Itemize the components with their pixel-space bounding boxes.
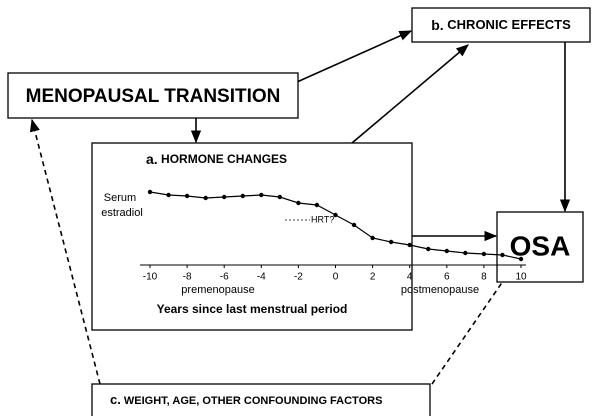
x-label: Years since last menstrual period [157, 302, 348, 316]
data-point [147, 189, 153, 195]
letter: a. [146, 151, 158, 167]
confounding-label: c. WEIGHT, AGE, OTHER CONFOUNDING FACTOR… [110, 392, 382, 407]
x-tick-label: 10 [515, 272, 527, 283]
x-tick-label: -10 [143, 272, 158, 283]
arrow [351, 44, 469, 144]
letter: c. [110, 392, 121, 407]
data-point [314, 202, 320, 208]
data-point [407, 242, 412, 248]
label: CHRONIC EFFECTS [447, 17, 571, 32]
y-label: estradiol [101, 207, 143, 219]
y-label: Serum [104, 192, 136, 204]
confounding-box [91, 383, 431, 416]
data-point [296, 200, 301, 206]
chronic-label: b. CHRONIC EFFECTS [431, 17, 571, 33]
chronic-box [411, 7, 591, 43]
hormone-box [91, 142, 413, 331]
data-point [351, 222, 357, 228]
label: WEIGHT, AGE, OTHER CONFOUNDING FACTORS [124, 395, 383, 407]
data-point [184, 193, 190, 199]
x-tick-label: -6 [220, 272, 229, 283]
data-point [166, 192, 171, 198]
data-point [481, 251, 487, 257]
data-point [333, 212, 338, 218]
x-tick-label: 8 [481, 272, 487, 283]
x-tick-label: 0 [333, 272, 339, 283]
annotation: HRT? [311, 214, 334, 224]
letter: b. [431, 17, 443, 33]
data-point [222, 194, 227, 200]
osa-label: OSA [510, 230, 571, 261]
data-point [388, 239, 394, 245]
data-point [444, 248, 449, 254]
data-point [203, 195, 208, 201]
x-tick-label: 6 [444, 272, 450, 283]
region-label: postmenopause [401, 284, 479, 296]
data-point [463, 250, 468, 256]
data-point [518, 256, 524, 262]
osa-box [496, 211, 584, 283]
x-tick-label: -8 [183, 272, 192, 283]
data-point [277, 194, 283, 200]
hormone-title: a. HORMONE CHANGES [146, 151, 287, 167]
estradiol-chart: Serum estradiol premenopause postmenopau… [101, 189, 527, 316]
region-label: premenopause [181, 284, 254, 296]
arrow [296, 30, 413, 83]
data-point [426, 246, 431, 252]
data-point [240, 193, 245, 199]
data-point [370, 235, 375, 241]
label: HORMONE CHANGES [161, 152, 287, 166]
x-tick-label: -2 [294, 272, 303, 283]
x-tick-label: 2 [370, 272, 376, 283]
transition-box [7, 72, 299, 119]
x-tick-label: -4 [257, 272, 266, 283]
dashed-arrow [29, 118, 101, 385]
data-point [259, 192, 264, 198]
transition-label: MENOPAUSAL TRANSITION [26, 86, 281, 107]
x-tick-label: 4 [407, 272, 413, 283]
data-point [500, 252, 505, 258]
